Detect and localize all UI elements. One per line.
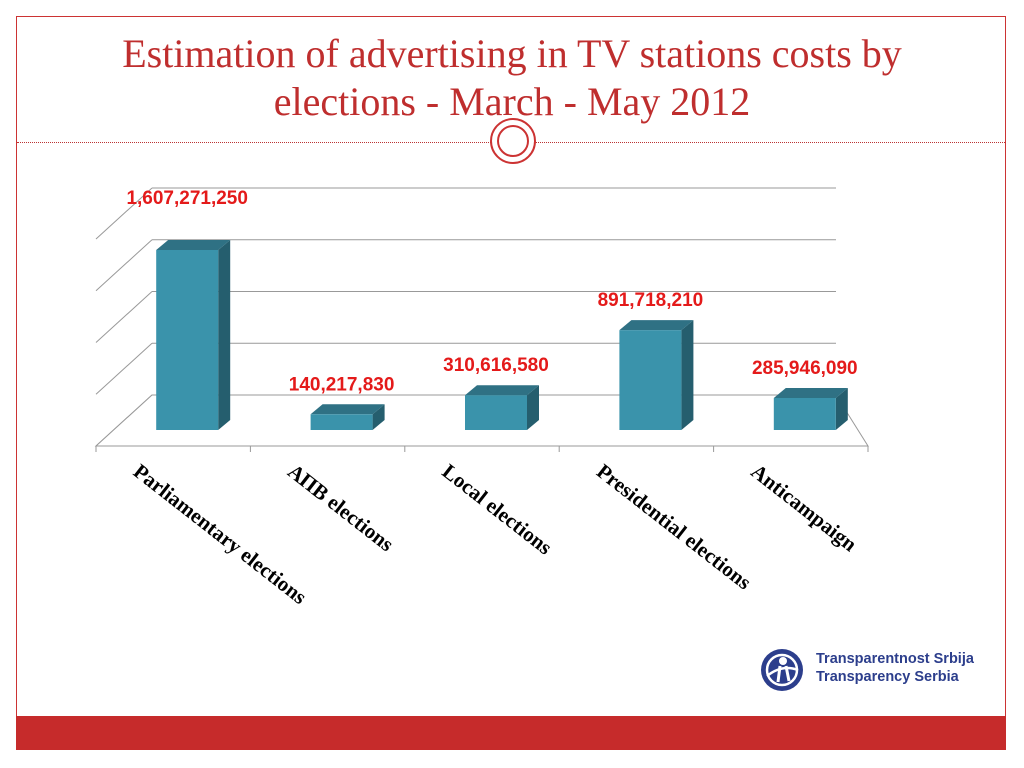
bar-side [218,240,231,430]
bar-side [527,385,539,430]
bar-top [619,320,694,331]
data-label: 285,946,090 [752,358,858,379]
bar [310,414,373,430]
category-label: Local elections [438,459,557,559]
bar-top [156,240,231,250]
bar-top [465,385,539,396]
grid-depth-line [95,187,153,240]
logo-text-serbian: Transparentnost Srbija [816,651,974,667]
title-line-1: Estimation of advertising in TV stations… [122,31,902,76]
bar-top [773,387,848,398]
logo: Transparentnost Srbija Transparency Serb… [758,646,998,692]
category-label: Anticampaign [747,459,862,556]
category-label: Presidential elections [592,459,756,594]
bar-side [681,320,694,430]
data-label: 140,217,830 [289,374,395,395]
grid-depth-line [95,291,153,343]
bar-side [372,404,385,430]
slide-title: Estimation of advertising in TV stations… [40,30,984,126]
logo-text-english: Transparency Serbia [816,669,959,685]
bar-top [310,404,385,415]
data-label: 891,718,210 [598,290,704,311]
bar [465,395,527,430]
grid-depth-line [95,239,153,292]
bar-side [835,387,848,430]
footer-bar [16,716,1006,750]
data-label: 310,616,580 [443,355,549,376]
bar [619,330,682,430]
category-label: Parliamentary elections [129,459,312,609]
title-line-2: elections - March - May 2012 [273,79,751,124]
category-label: АПВ elections [283,459,398,556]
bar [773,397,836,430]
bar [156,250,219,430]
globe-logo-icon [761,649,803,691]
circle-ornament-icon [490,118,536,164]
data-label: 1,607,271,250 [126,188,248,209]
grid-depth-line [95,342,153,395]
